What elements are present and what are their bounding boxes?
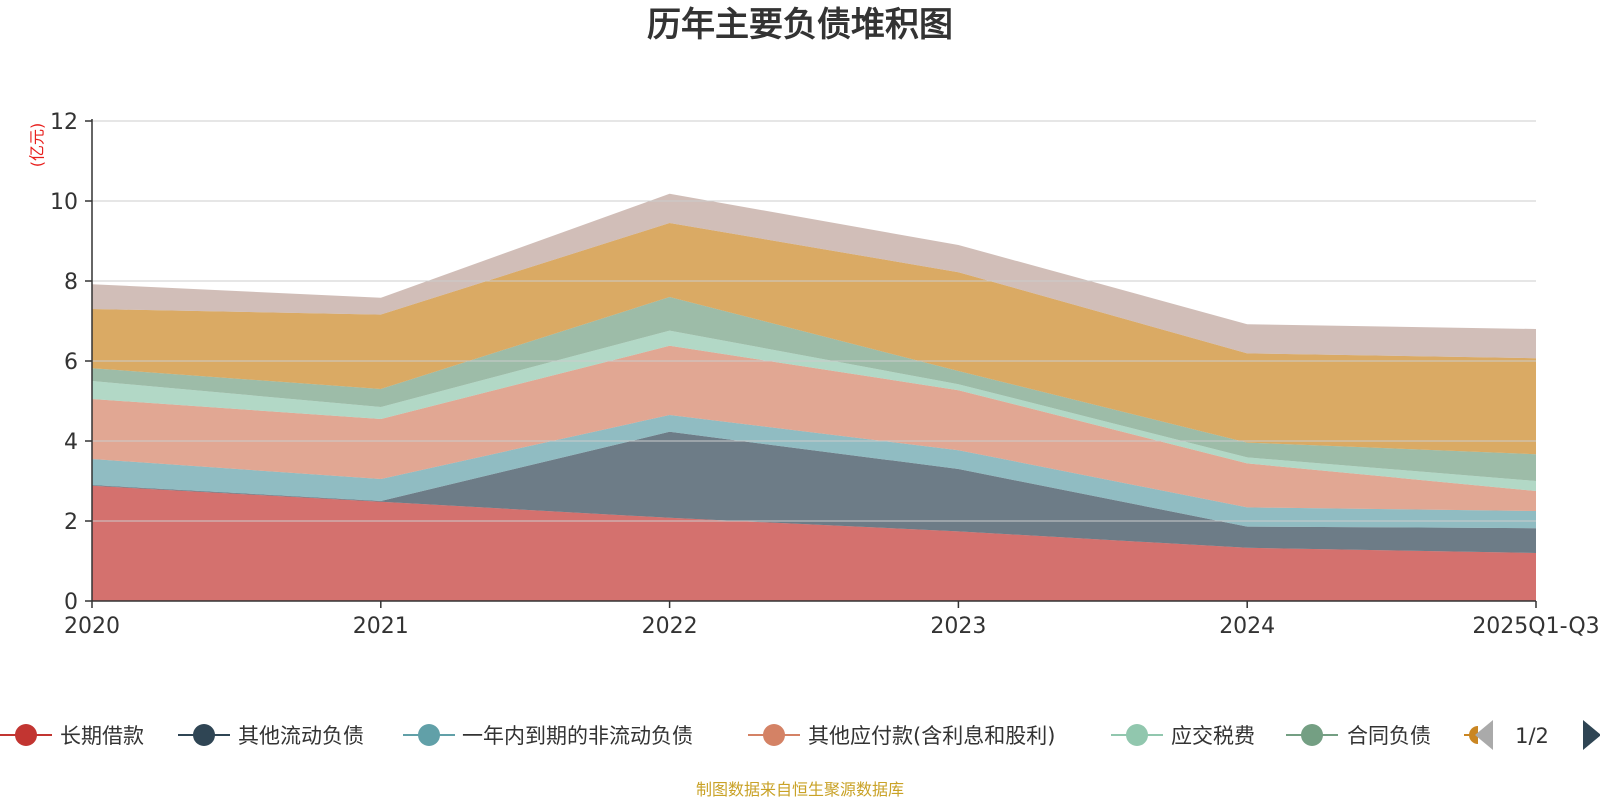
chart-title: 历年主要负债堆积图	[647, 5, 953, 45]
legend-pager: 1/2	[1475, 720, 1600, 750]
x-tick-label: 2025Q1-Q3	[1472, 614, 1599, 639]
y-tick-label: 2	[64, 510, 78, 535]
legend-page-indicator: 1/2	[1515, 724, 1549, 748]
area-series-7	[92, 193, 1536, 359]
area-series-6	[92, 223, 1536, 455]
area-series-2	[92, 415, 1536, 529]
legend-item[interactable]: 其他流动负债	[178, 724, 364, 748]
legend-item[interactable]: 应交税费	[1111, 724, 1255, 748]
legend-label: 合同负债	[1347, 724, 1431, 748]
data-source-note: 制图数据来自恒生聚源数据库	[696, 780, 904, 799]
legend-label: 其他流动负债	[238, 724, 364, 748]
x-tick-label: 2024	[1219, 614, 1275, 639]
x-tick-label: 2021	[353, 614, 409, 639]
area-series-3	[92, 345, 1536, 511]
y-tick-label: 0	[64, 590, 78, 615]
legend-marker-icon	[193, 724, 215, 746]
legend-label: 其他应付款(含利息和股利)	[808, 724, 1055, 748]
area-series-group	[92, 193, 1536, 601]
legend-prev-page-icon[interactable]	[1475, 720, 1493, 750]
legend-marker-icon	[1469, 726, 1478, 744]
legend-next-page-icon[interactable]	[1583, 720, 1600, 750]
legend-marker-icon	[418, 724, 440, 746]
area-series-4	[92, 330, 1536, 491]
x-tick-label: 2023	[930, 614, 986, 639]
legend-item[interactable]: 长期借款	[0, 724, 144, 748]
legend-label: 应交税费	[1171, 724, 1255, 748]
x-tick-label: 2020	[64, 614, 120, 639]
legend-item[interactable]: 其他应付款(含利息和股利)	[748, 724, 1055, 748]
legend: 长期借款 其他流动负债 一年内到期的非流动负债 其他应付款(含利息和股利) 应交税费 合同…	[0, 724, 1478, 748]
area-series-1	[92, 431, 1536, 553]
legend-marker-icon	[763, 724, 785, 746]
x-tick-label: 2022	[642, 614, 698, 639]
area-series-5	[92, 297, 1536, 481]
legend-label: 长期借款	[60, 724, 144, 748]
legend-label: 一年内到期的非流动负债	[462, 724, 693, 748]
y-tick-label: 6	[64, 350, 78, 375]
axes: 0 2 4 6 8 10 12 2020 2021 2022 2023 2024 2025Q1-Q3	[50, 110, 1600, 639]
legend-marker-icon	[15, 724, 37, 746]
legend-item[interactable]: 一年内到期的非流动负债	[403, 724, 693, 748]
y-tick-label: 12	[50, 110, 78, 135]
legend-marker-icon	[1301, 724, 1323, 746]
y-axis-unit-label: (亿元)	[28, 123, 47, 168]
legend-marker-icon	[1126, 724, 1148, 746]
area-series-0	[92, 485, 1536, 601]
legend-item[interactable]: 合同负债	[1286, 724, 1431, 748]
grid-lines	[92, 120, 1536, 522]
y-tick-label: 4	[64, 430, 78, 455]
y-tick-label: 10	[50, 190, 78, 215]
y-tick-label: 8	[64, 270, 78, 295]
